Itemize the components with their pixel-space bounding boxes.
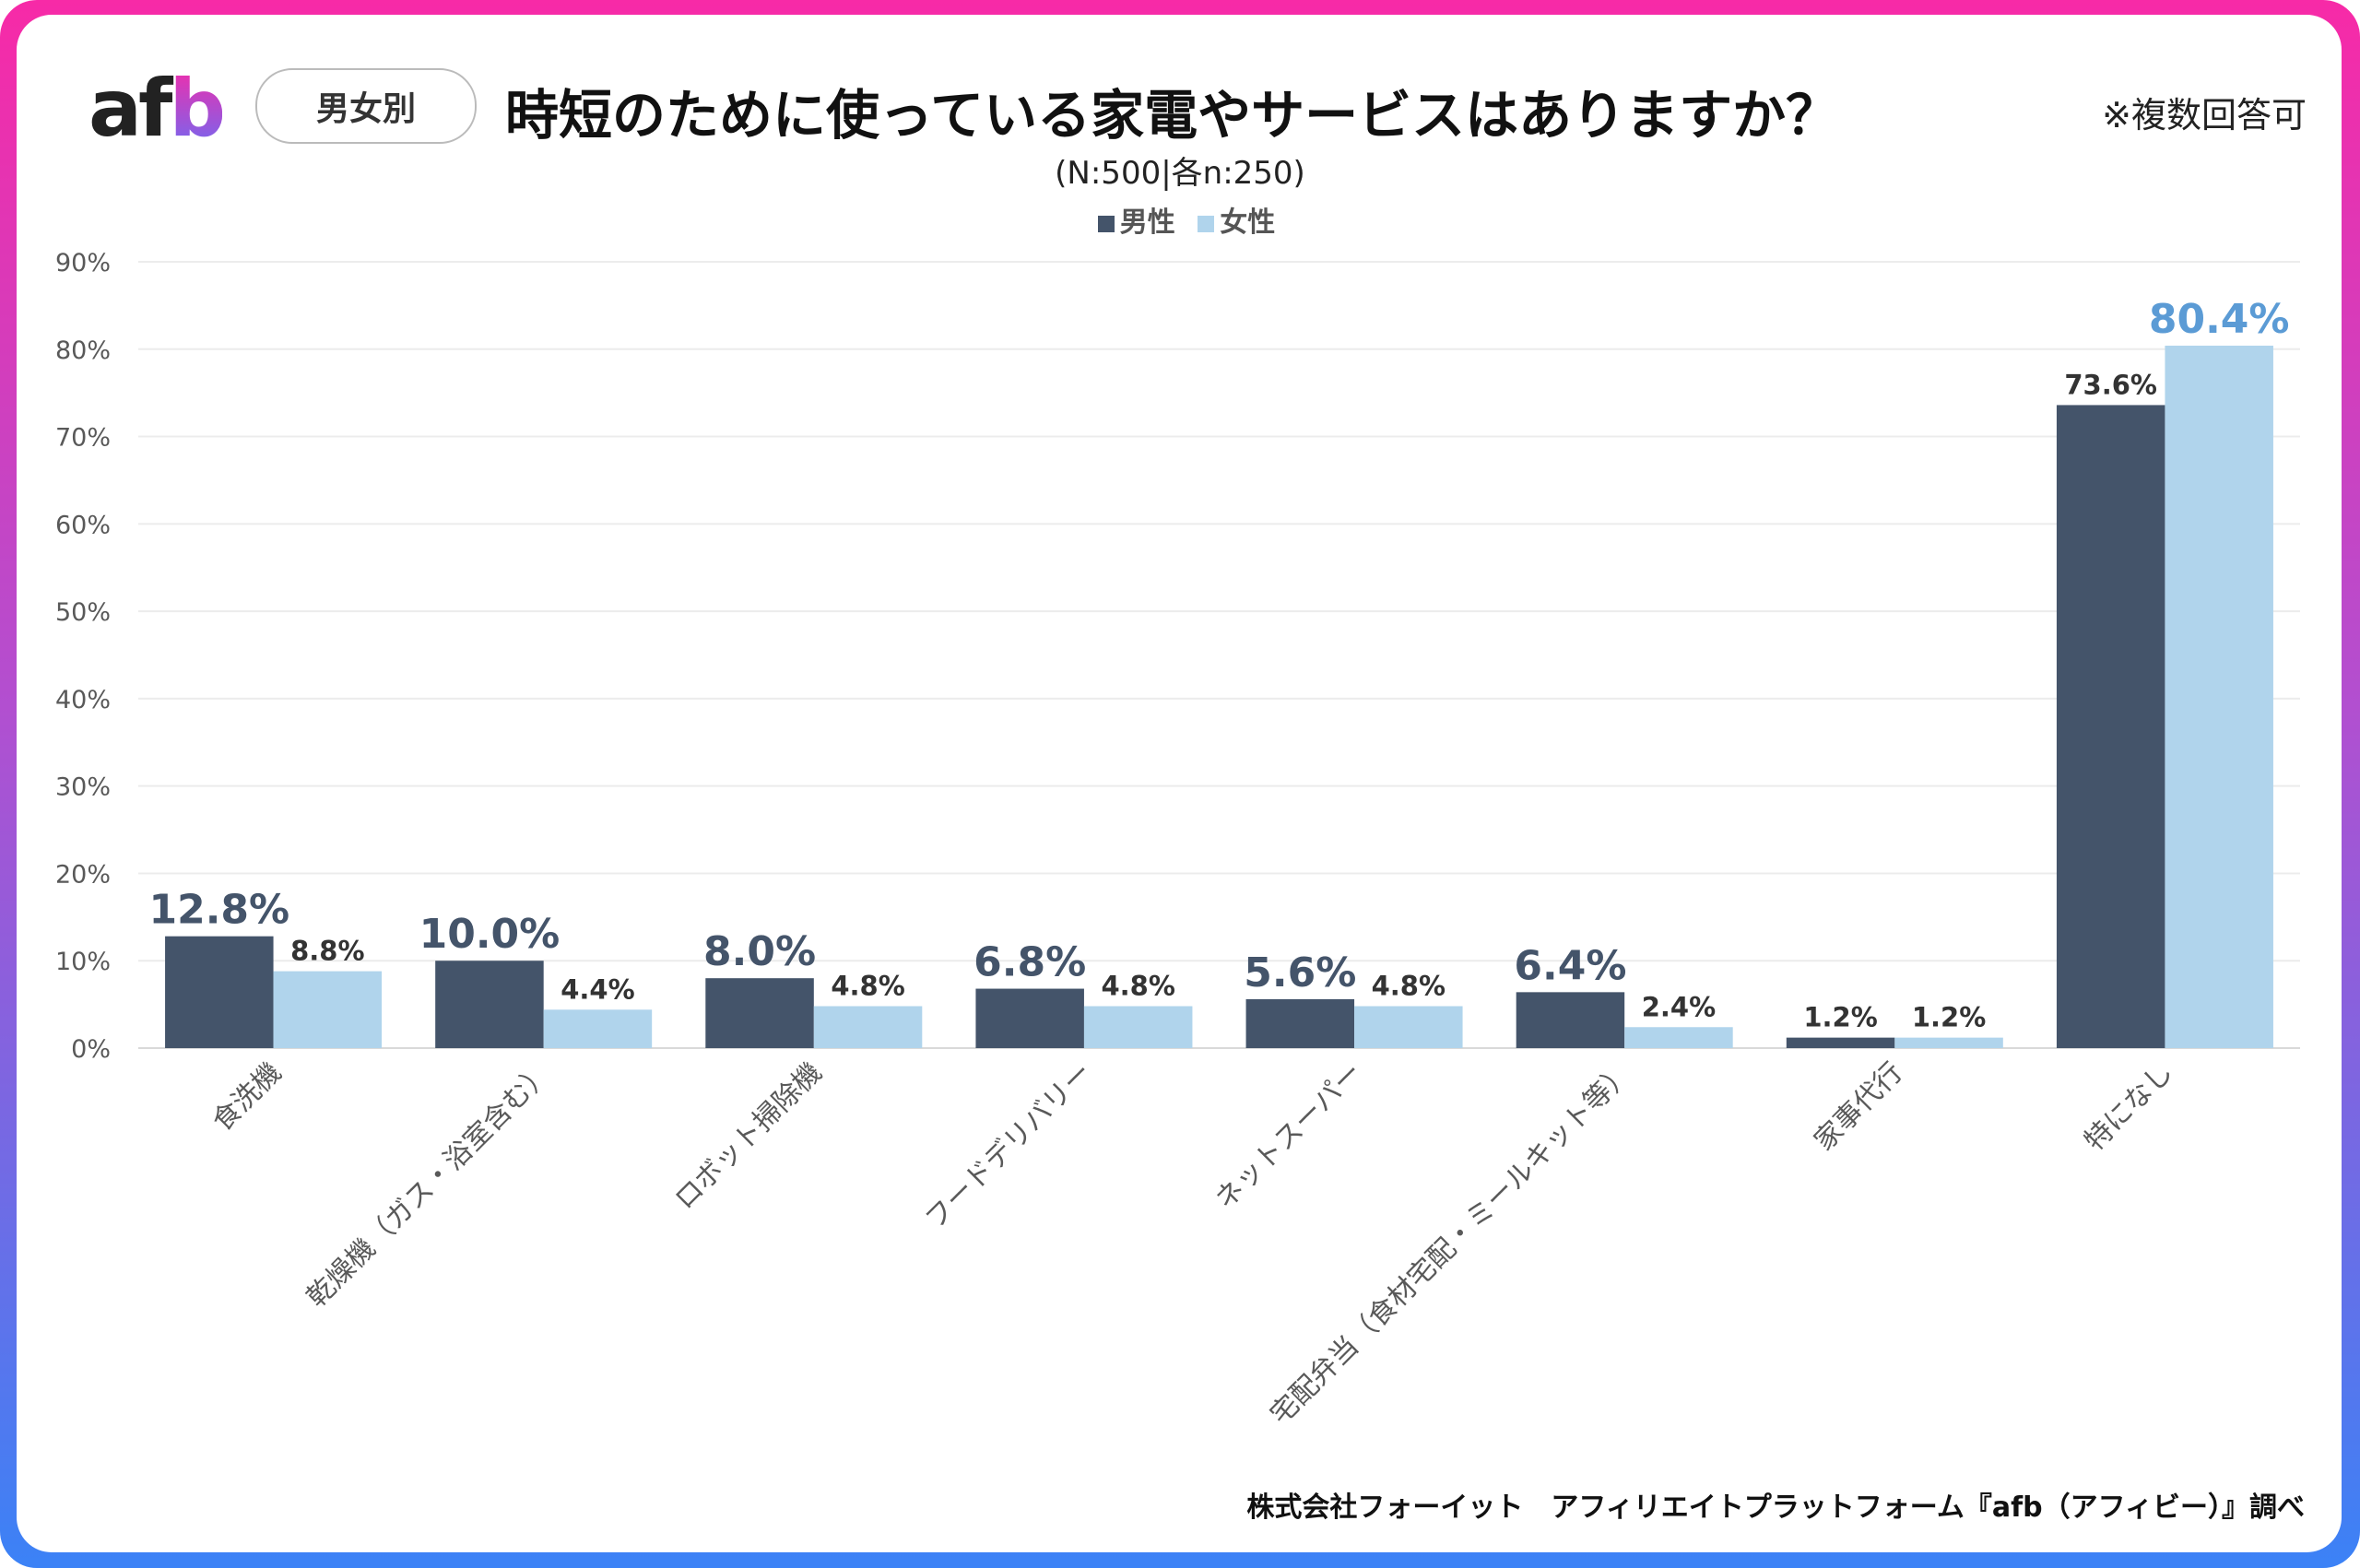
sample-size: (N:500|各n:250) (1055, 155, 1305, 192)
x-category-label: 特になし (2078, 1056, 2179, 1158)
bar-male (1245, 998, 1355, 1048)
data-label: 2.4% (1642, 991, 1716, 1022)
bar-male (2056, 405, 2165, 1048)
bar-female (273, 971, 383, 1048)
y-tick-label: 20% (55, 860, 111, 889)
y-tick-label: 80% (55, 336, 111, 365)
bar-male (435, 961, 544, 1048)
bar-female (1083, 1006, 1193, 1048)
x-category-label: 家事代行 (1808, 1056, 1909, 1158)
x-category-label: ネットスーパー (1210, 1056, 1369, 1216)
legend-swatch-female (1198, 215, 1215, 232)
x-category-label: 食洗機 (206, 1056, 288, 1138)
legend: 男性 女性 (0, 199, 2360, 240)
source-credit: 株式会社フォーイット アフィリエイトプラットフォーム『afb（アフィビー）』調べ (1246, 1491, 2305, 1524)
y-tick-label: 50% (55, 598, 111, 627)
y-tick-label: 60% (55, 511, 111, 539)
y-tick-label: 10% (55, 948, 111, 976)
y-tick-label: 70% (55, 424, 111, 453)
data-label: 8.0% (703, 928, 816, 975)
bar-male (1786, 1037, 1895, 1048)
bar-female (1354, 1006, 1463, 1048)
data-label: 5.6% (1244, 949, 1356, 996)
bar-female (543, 1009, 653, 1048)
bar-male (1516, 992, 1625, 1048)
data-label: 80.4% (2149, 296, 2290, 343)
y-tick-label: 40% (55, 686, 111, 714)
data-label: 1.2% (1912, 1002, 1986, 1033)
data-label: 6.4% (1514, 942, 1626, 989)
legend-swatch-male (1097, 215, 1115, 232)
data-label: 4.8% (1372, 971, 1446, 1002)
bar-male (705, 978, 814, 1048)
data-label: 73.6% (2064, 369, 2157, 400)
bar-female (813, 1006, 923, 1048)
bar-male (165, 936, 274, 1048)
data-label: 4.8% (831, 971, 904, 1002)
x-category-label: フードデリバリー (919, 1056, 1098, 1235)
data-label: 6.8% (974, 939, 1086, 986)
legend-label-female: 女性 (1220, 206, 1276, 239)
page-title: 時短のために使っている家電やサービスはありますか？ (505, 84, 1840, 147)
multiple-answer-note: ※複数回答可 (2102, 95, 2307, 136)
data-label: 8.8% (290, 936, 364, 967)
bar-male (975, 988, 1084, 1048)
x-category-label: ロボット掃除機 (668, 1056, 828, 1216)
bar-female (1624, 1027, 1733, 1048)
data-label: 4.4% (560, 973, 634, 1005)
bar-female (2165, 345, 2273, 1048)
legend-label-male: 男性 (1119, 206, 1175, 239)
data-label: 4.8% (1101, 971, 1174, 1002)
data-label: 1.2% (1803, 1002, 1877, 1033)
y-tick-label: 90% (55, 249, 111, 277)
y-tick-label: 0% (71, 1035, 111, 1064)
gender-badge: 男女別 (255, 68, 477, 144)
data-label: 10.0% (419, 911, 560, 958)
chart-card (17, 15, 2342, 1552)
bar-female (1894, 1037, 2003, 1048)
x-category-label: 乾燥機（ガス・浴室含む） (301, 1056, 558, 1314)
data-label: 12.8% (148, 887, 289, 934)
afb-logo: afb (88, 63, 226, 155)
y-tick-label: 30% (55, 773, 111, 802)
